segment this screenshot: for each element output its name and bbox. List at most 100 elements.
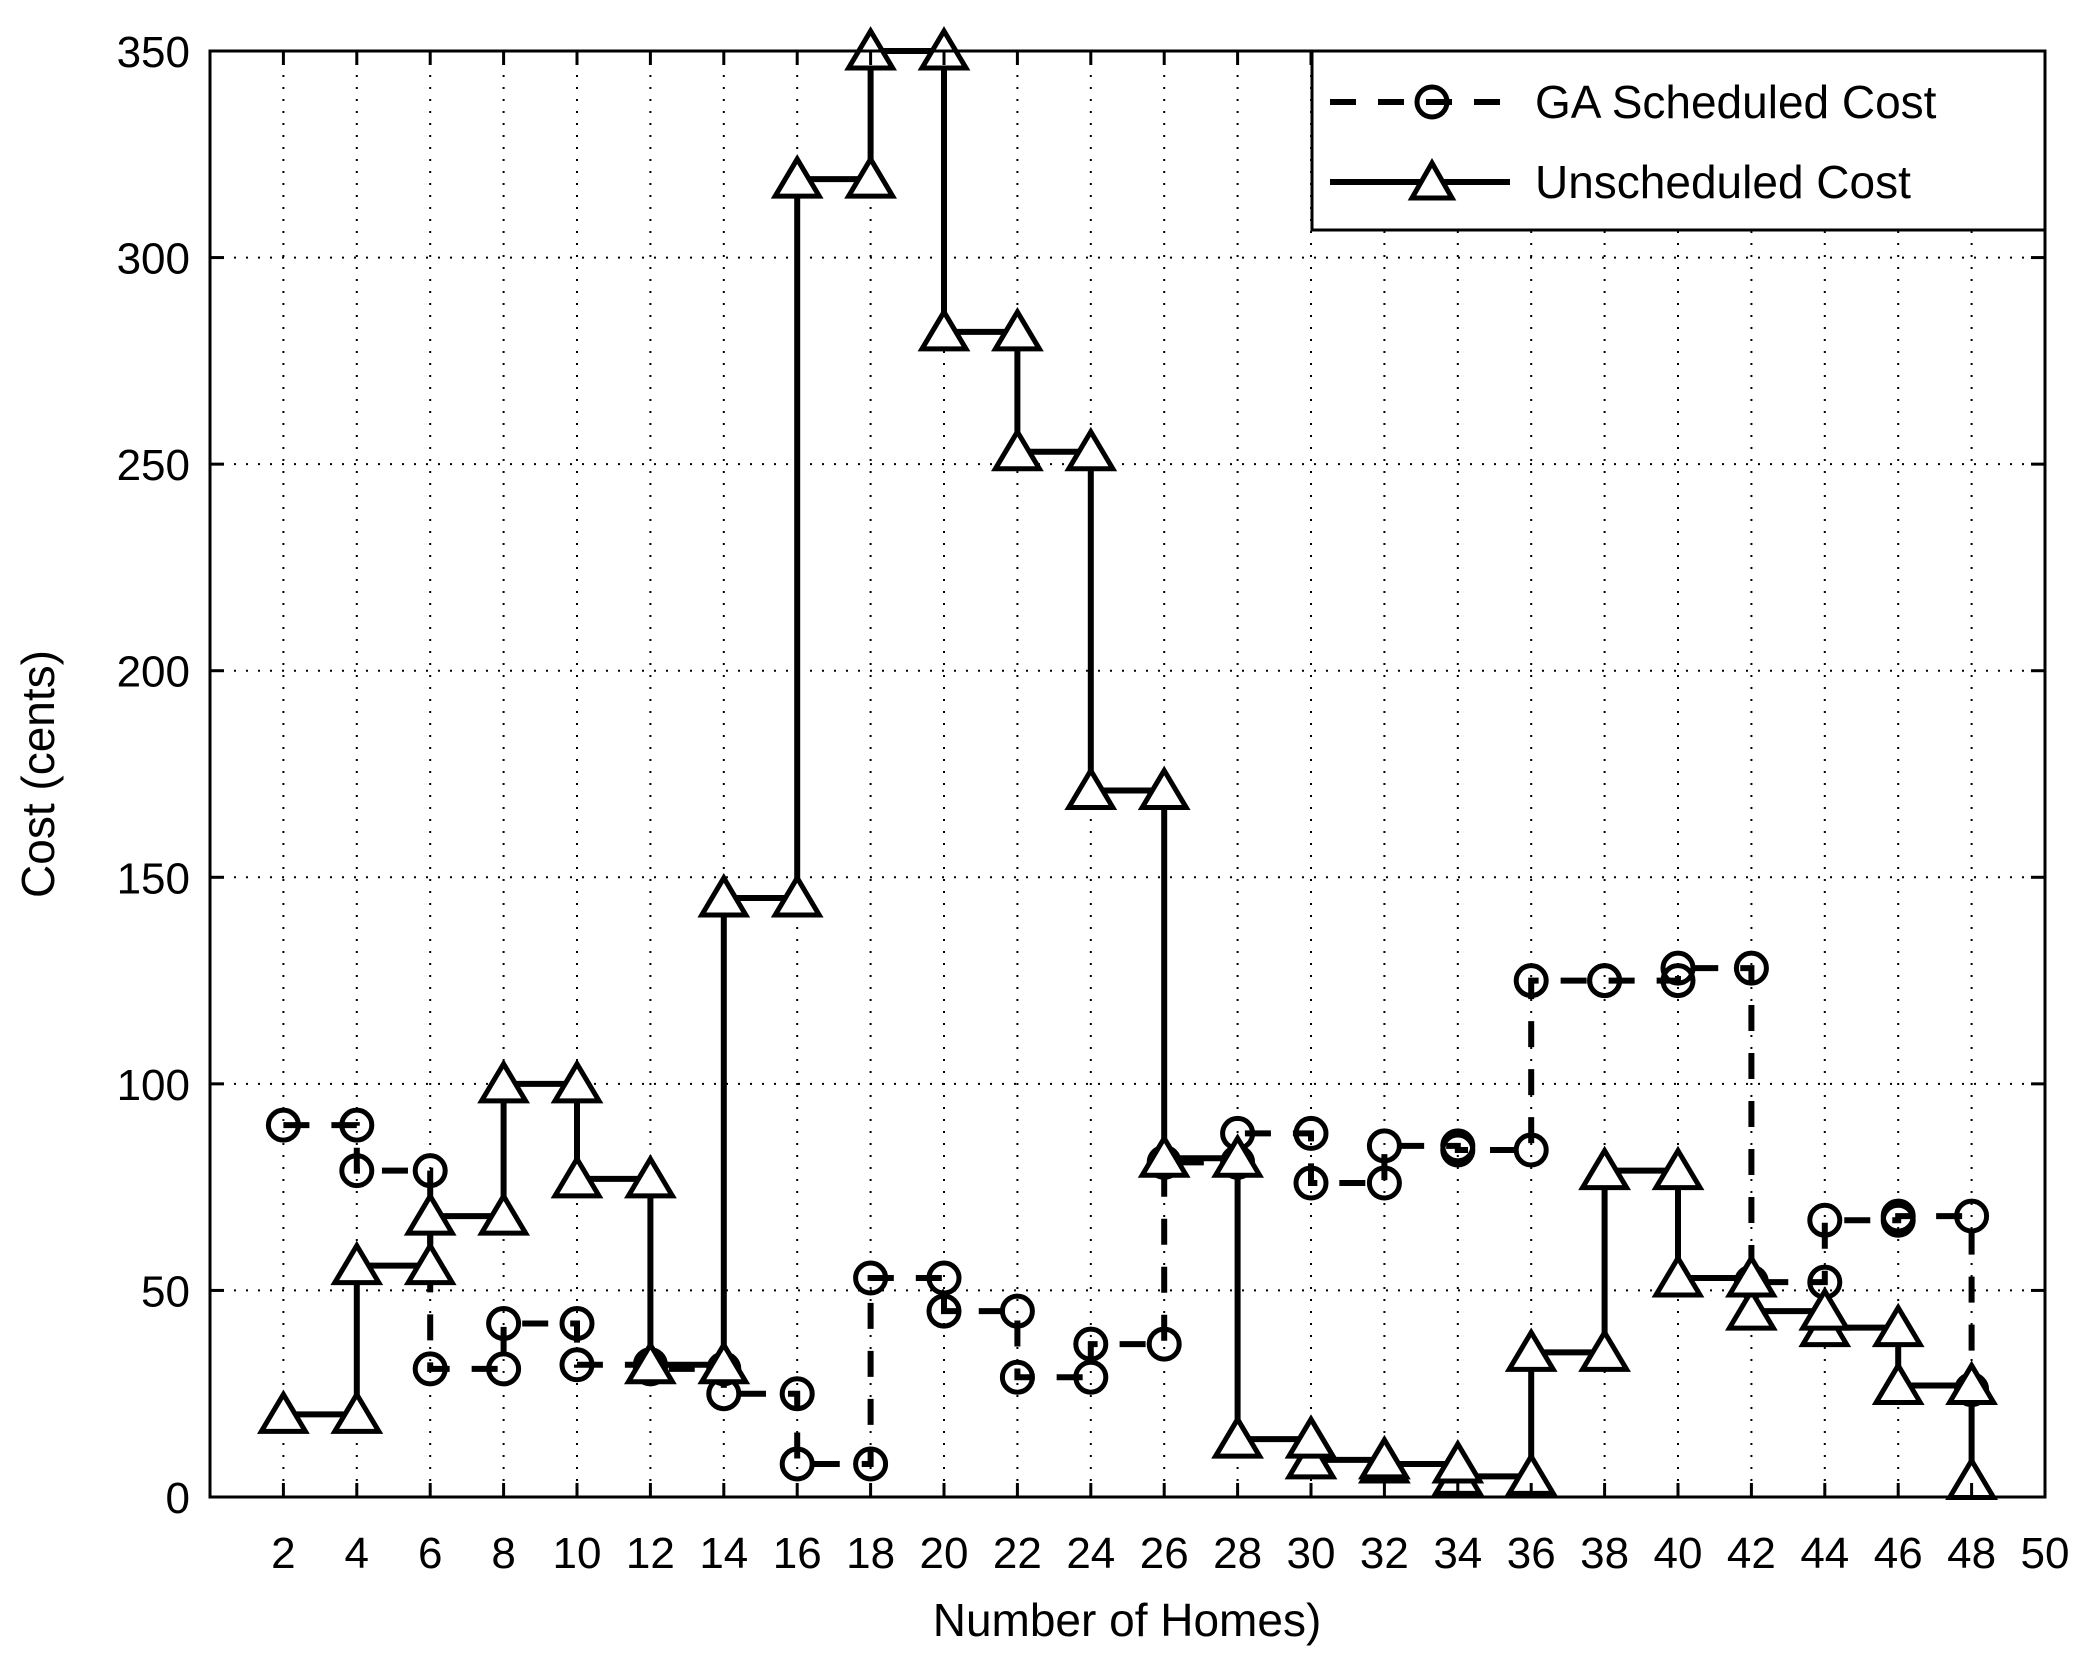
unscheduled-cost-step-point [1945,1360,1998,1405]
unscheduled-cost-step-point [1137,765,1191,811]
ga-cost-step-point [1513,1132,1549,1168]
x-tick-label: 38 [1580,1529,1629,1578]
legend: GA Scheduled Cost Unscheduled Cost [1310,49,2047,232]
series-layer [257,26,1998,1500]
ga-cost-point [559,1347,595,1383]
legend-triangle-marker [1407,157,1457,201]
unscheduled-cost-point [1211,1414,1264,1459]
unscheduled-cost-point [550,1153,604,1199]
unscheduled-cost-point [624,1339,677,1385]
y-tick-label: 100 [117,1061,190,1110]
x-tick-label: 26 [1140,1529,1189,1578]
x-tick-label: 50 [2021,1529,2070,1578]
unscheduled-cost-point [1064,765,1118,811]
y-tick-label: 300 [117,235,190,284]
ga-cost-step-point [1954,1198,1990,1234]
ga-cost-step-point [486,1351,522,1387]
x-tick-label: 2 [271,1529,295,1578]
unscheduled-cost-step-point [1798,1286,1852,1331]
x-tick-label: 30 [1287,1529,1336,1578]
ga-cost-point [1807,1202,1843,1238]
unscheduled-cost-point [697,873,751,918]
x-tick-label: 34 [1433,1529,1482,1578]
unscheduled-cost-point [1578,1145,1631,1191]
x-tick-label: 22 [993,1529,1042,1578]
unscheduled-cost-point [1137,1133,1191,1178]
y-tick-label: 250 [117,441,190,490]
unscheduled-cost-step-point [403,1240,457,1286]
ga-cost-step-point [559,1305,595,1341]
x-tick-label: 20 [920,1529,969,1578]
unscheduled-cost-point [477,1058,530,1104]
unscheduled-cost-step-point [697,1339,751,1385]
ga-cost-point [265,1107,301,1143]
ga-cost-step-point [1440,1128,1476,1164]
ga-cost-step-point [1366,1165,1402,1201]
x-tick-label: 4 [345,1529,369,1578]
unscheduled-cost-step-point [1871,1302,1925,1348]
x-tick-label: 10 [553,1529,602,1578]
x-tick-label: 6 [418,1529,442,1578]
unscheduled-cost-step-point [844,154,897,199]
legend-entry-unscheduled-cost: Unscheduled Cost [1330,156,1911,208]
x-tick-label: 12 [626,1529,675,1578]
ga-cost-step-point [1073,1359,1109,1395]
ga-cost-point [486,1305,522,1341]
series-line-ga-scheduled-cost [283,965,1975,1467]
y-tick-label: 50 [141,1267,190,1316]
ga-cost-point [412,1351,448,1387]
x-tick-label: 24 [1066,1529,1115,1578]
ga-cost-point [1660,950,1696,986]
x-tick-label: 28 [1213,1529,1262,1578]
ga-cost-step-point [1587,963,1623,999]
unscheduled-cost-step-point [1725,1253,1778,1298]
unscheduled-cost-step-point [550,1058,604,1104]
ga-cost-point [1293,1165,1329,1201]
unscheduled-cost-step-point [1651,1145,1705,1191]
ga-cost-point [1073,1326,1109,1362]
unscheduled-cost-point [991,426,1044,472]
ga-cost-point [339,1153,375,1189]
series-unscheduled-cost [257,26,1998,1500]
unscheduled-cost-step-point [1578,1327,1631,1372]
ga-cost-point [999,1359,1035,1395]
ga-cost-step-point [339,1107,375,1143]
unscheduled-cost-point [1871,1360,1925,1405]
ga-cost-step-point [779,1376,815,1412]
unscheduled-cost-point [917,307,971,352]
plot-frame [208,49,2047,1499]
ga-cost-point [1366,1128,1402,1164]
unscheduled-cost-step-point [991,307,1044,352]
x-tick-label: 8 [491,1529,515,1578]
ga-cost-point [779,1446,815,1482]
unscheduled-cost-step-point [477,1191,530,1236]
ga-cost-step-point [1660,963,1696,999]
unscheduled-cost-step-point [1284,1414,1338,1459]
x-tick-labels: 2 4 6 8 10 12 14 16 18 20 22 24 26 28 30 32 34 36 38 40 42 44… [271,1529,2069,1578]
unscheduled-cost-step-point [1431,1439,1485,1484]
y-tick-labels: 0 50 100 150 200 250 300 350 [117,28,190,1523]
ga-cost-step-point [1880,1202,1916,1238]
legend-entry-ga-scheduled-cost: GA Scheduled Cost [1330,76,1937,128]
unscheduled-cost-point [1725,1286,1778,1331]
x-axis-label: Number of Homes) [933,1594,1322,1646]
x-tick-label: 44 [1800,1529,1849,1578]
unscheduled-cost-step-point [1358,1434,1411,1480]
unscheduled-cost-step-point [624,1153,677,1199]
x-tick-label: 18 [846,1529,895,1578]
y-axis-label: Cost (cents) [12,650,64,898]
y-tick-label: 200 [117,648,190,697]
unscheduled-cost-point [257,1389,310,1434]
unscheduled-cost-step-point [1211,1133,1264,1178]
ga-cost-step-point [999,1293,1035,1329]
x-tick-label: 32 [1360,1529,1409,1578]
unscheduled-cost-point [403,1191,457,1236]
x-tick-label: 40 [1654,1529,1703,1578]
ga-cost-step-point [853,1446,889,1482]
y-tick-label: 0 [166,1474,190,1523]
ga-cost-point [926,1293,962,1329]
x-tick-label: 42 [1727,1529,1776,1578]
y-tick-label: 350 [117,28,190,77]
legend-label-unscheduled-cost: Unscheduled Cost [1535,156,1911,208]
